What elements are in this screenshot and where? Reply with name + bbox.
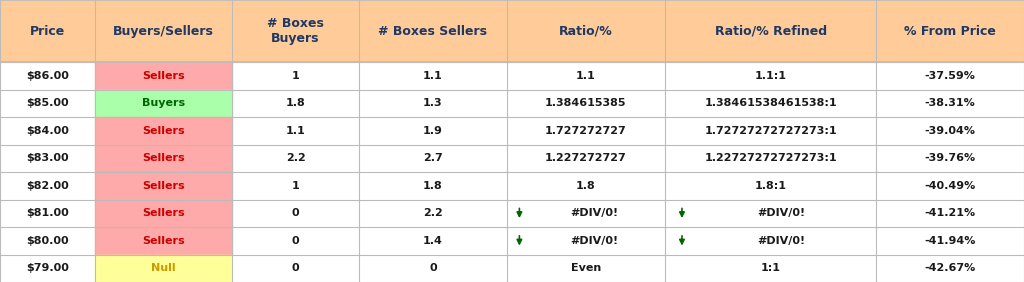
Bar [95, 144, 232, 172]
Text: 0: 0 [292, 208, 299, 218]
Text: 2.2: 2.2 [286, 153, 305, 163]
Text: 1.3: 1.3 [423, 98, 442, 108]
Text: $79.00: $79.00 [26, 263, 69, 273]
Text: $82.00: $82.00 [27, 181, 69, 191]
Text: 1.4: 1.4 [423, 236, 442, 246]
Text: #DIV/0!: #DIV/0! [757, 208, 805, 218]
Text: $80.00: $80.00 [27, 236, 69, 246]
Text: 0: 0 [429, 263, 436, 273]
Text: 1.8: 1.8 [286, 98, 305, 108]
Bar [95, 0, 232, 62]
Text: $86.00: $86.00 [26, 71, 69, 81]
Text: 1: 1 [292, 71, 299, 81]
Text: 1.227272727: 1.227272727 [545, 153, 627, 163]
Text: $83.00: $83.00 [27, 153, 69, 163]
Text: -41.21%: -41.21% [925, 208, 976, 218]
Text: 1.9: 1.9 [423, 126, 442, 136]
Text: #DIV/0!: #DIV/0! [569, 208, 617, 218]
Text: -38.31%: -38.31% [925, 98, 976, 108]
Text: 1.8: 1.8 [423, 181, 442, 191]
Text: # Boxes Sellers: # Boxes Sellers [378, 25, 487, 38]
Bar [359, 0, 507, 62]
Text: $81.00: $81.00 [27, 208, 69, 218]
Text: 1.1:1: 1.1:1 [755, 71, 786, 81]
Text: Sellers: Sellers [142, 236, 185, 246]
Text: 2.7: 2.7 [423, 153, 442, 163]
Text: Buyers: Buyers [142, 98, 185, 108]
Text: Sellers: Sellers [142, 153, 185, 163]
Text: 2.2: 2.2 [423, 208, 442, 218]
Text: 0: 0 [292, 236, 299, 246]
Text: 1.22727272727273:1: 1.22727272727273:1 [705, 153, 837, 163]
Bar [95, 90, 232, 117]
Text: 1.38461538461538:1: 1.38461538461538:1 [705, 98, 837, 108]
Text: #DIV/0!: #DIV/0! [569, 236, 617, 246]
Bar [232, 0, 359, 62]
Text: Sellers: Sellers [142, 181, 185, 191]
Bar [95, 200, 232, 227]
Bar [507, 0, 665, 62]
Text: 1.384615385: 1.384615385 [545, 98, 627, 108]
Text: Sellers: Sellers [142, 208, 185, 218]
Text: Even: Even [570, 263, 601, 273]
Bar [95, 117, 232, 144]
Bar [665, 0, 877, 62]
Text: Buyers/Sellers: Buyers/Sellers [114, 25, 214, 38]
Text: 1.8:1: 1.8:1 [755, 181, 786, 191]
Text: 1.72727272727273:1: 1.72727272727273:1 [705, 126, 837, 136]
Text: -39.04%: -39.04% [925, 126, 976, 136]
Bar [0, 0, 95, 62]
Text: Null: Null [152, 263, 176, 273]
Text: 0: 0 [292, 263, 299, 273]
Bar [877, 0, 1024, 62]
Bar [95, 172, 232, 200]
Text: 1.1: 1.1 [577, 71, 596, 81]
Text: # Boxes
Buyers: # Boxes Buyers [267, 17, 324, 45]
Text: Price: Price [30, 25, 66, 38]
Text: 1:1: 1:1 [761, 263, 780, 273]
Text: $84.00: $84.00 [26, 126, 69, 136]
Bar [95, 62, 232, 90]
Text: 1: 1 [292, 181, 299, 191]
Bar [95, 254, 232, 282]
Bar [95, 227, 232, 254]
Text: 1.8: 1.8 [577, 181, 596, 191]
Text: -41.94%: -41.94% [925, 236, 976, 246]
Text: $85.00: $85.00 [27, 98, 69, 108]
Text: 1.1: 1.1 [423, 71, 442, 81]
Text: 1.1: 1.1 [286, 126, 305, 136]
Text: -39.76%: -39.76% [925, 153, 976, 163]
Text: Ratio/% Refined: Ratio/% Refined [715, 25, 826, 38]
Text: #DIV/0!: #DIV/0! [757, 236, 805, 246]
Text: Ratio/%: Ratio/% [559, 25, 612, 38]
Text: -40.49%: -40.49% [925, 181, 976, 191]
Text: Sellers: Sellers [142, 126, 185, 136]
Text: -37.59%: -37.59% [925, 71, 976, 81]
Text: % From Price: % From Price [904, 25, 996, 38]
Text: Sellers: Sellers [142, 71, 185, 81]
Text: -42.67%: -42.67% [925, 263, 976, 273]
Text: 1.727272727: 1.727272727 [545, 126, 627, 136]
